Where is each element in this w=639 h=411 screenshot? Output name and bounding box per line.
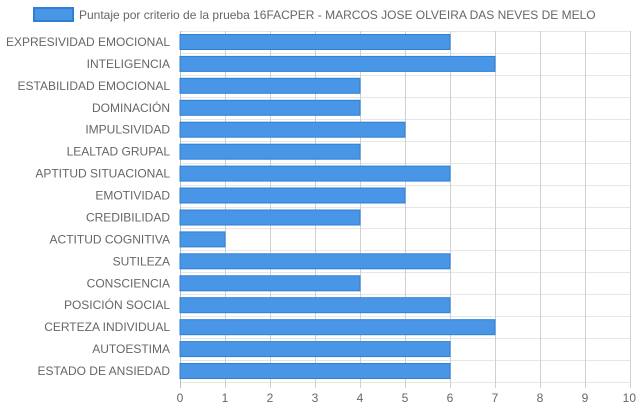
x-tick-label: 10 xyxy=(623,391,637,405)
bar xyxy=(179,99,361,116)
legend[interactable]: Puntaje por criterio de la prueba 16FACP… xyxy=(33,7,596,22)
x-tick-label: 5 xyxy=(402,391,409,405)
y-tick-label: CERTEZA INDIVIDUAL xyxy=(44,320,170,334)
y-tick-label: DOMINACIÓN xyxy=(92,100,170,115)
bar xyxy=(179,121,406,138)
bar xyxy=(179,55,496,72)
bar xyxy=(179,319,496,336)
y-tick-label: ACTITUD COGNITIVA xyxy=(50,232,170,246)
y-axis-labels: EXPRESIVIDAD EMOCIONAL INTELIGENCIA ESTABI… xyxy=(6,35,170,378)
y-tick-label: LEALTAD GRUPAL xyxy=(67,145,171,159)
bar xyxy=(179,77,361,94)
y-tick-label: ESTABILIDAD EMOCIONAL xyxy=(18,79,171,93)
x-tick-label: 8 xyxy=(537,391,544,405)
bar xyxy=(179,297,451,314)
x-tick-label: 2 xyxy=(267,391,274,405)
bar xyxy=(179,143,361,160)
y-tick-label: APTITUD SITUACIONAL xyxy=(35,167,170,181)
bar xyxy=(179,363,451,379)
y-tick-label: IMPULSIVIDAD xyxy=(85,123,170,137)
bar xyxy=(179,187,406,204)
x-tick-label: 9 xyxy=(582,391,589,405)
x-tick-label: 6 xyxy=(447,391,454,405)
bar xyxy=(179,231,226,248)
x-tick-label: 7 xyxy=(492,391,499,405)
y-tick-label: EXPRESIVIDAD EMOCIONAL xyxy=(6,35,170,49)
bars xyxy=(179,34,496,379)
legend-label: Puntaje por criterio de la prueba 16FACP… xyxy=(79,8,596,22)
y-tick-label: SUTILEZA xyxy=(113,254,170,268)
x-axis-labels: 0 1 2 3 4 5 6 7 8 9 10 xyxy=(177,391,637,405)
y-tick-label: INTELIGENCIA xyxy=(87,57,170,71)
bar xyxy=(179,341,451,358)
bar xyxy=(179,34,451,50)
y-tick-label: CREDIBILIDAD xyxy=(86,211,170,225)
x-tick-label: 4 xyxy=(357,391,364,405)
y-tick-label: AUTOESTIMA xyxy=(92,342,170,356)
y-tick-label: EMOTIVIDAD xyxy=(95,189,170,203)
y-tick-label: CONSCIENCIA xyxy=(87,276,170,290)
y-tick-label: ESTADO DE ANSIEDAD xyxy=(38,364,171,378)
legend-swatch xyxy=(33,7,74,22)
bar xyxy=(179,209,361,226)
x-tick-label: 1 xyxy=(222,391,229,405)
x-tick-label: 3 xyxy=(312,391,319,405)
bar xyxy=(179,253,451,270)
x-tick-label: 0 xyxy=(177,391,184,405)
bar xyxy=(179,275,361,292)
bar xyxy=(179,165,451,182)
y-tick-label: POSICIÓN SOCIAL xyxy=(64,297,170,312)
